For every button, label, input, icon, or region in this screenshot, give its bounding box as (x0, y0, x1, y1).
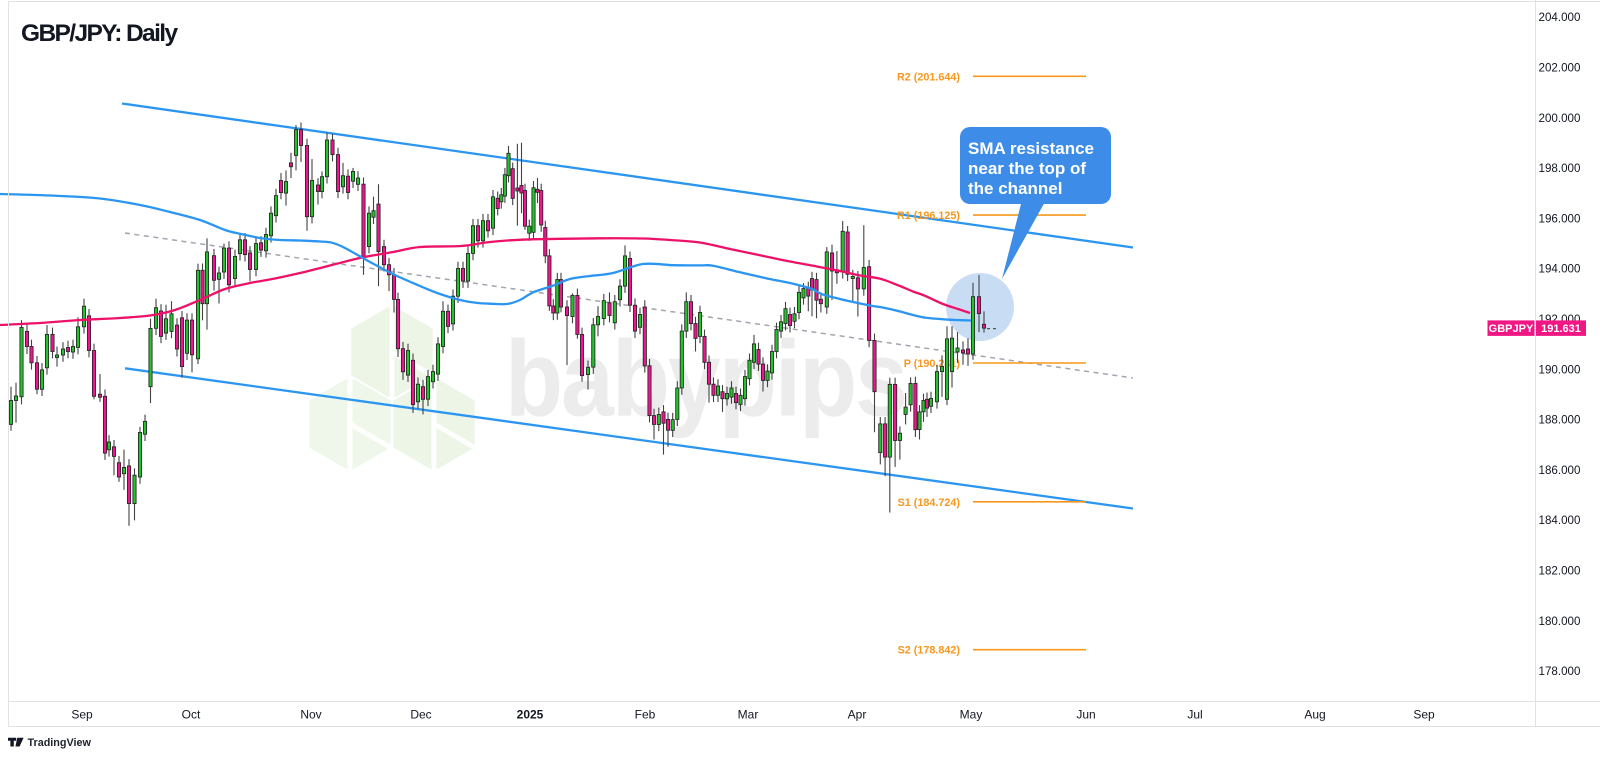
svg-text:202.000: 202.000 (1539, 62, 1581, 75)
svg-text:184.000: 184.000 (1539, 514, 1581, 527)
svg-text:R1 (196.125): R1 (196.125) (897, 210, 960, 222)
svg-text:Dec: Dec (410, 708, 431, 722)
svg-text:the channel: the channel (968, 179, 1062, 198)
svg-text:TradingView: TradingView (28, 737, 92, 749)
svg-text:GBP/JPY: Daily: GBP/JPY: Daily (21, 20, 178, 47)
svg-text:S1 (184.724): S1 (184.724) (898, 497, 961, 509)
svg-text:182.000: 182.000 (1539, 565, 1581, 578)
svg-text:191.631: 191.631 (1541, 323, 1581, 335)
svg-text:Aug: Aug (1304, 708, 1325, 722)
svg-text:196.000: 196.000 (1539, 212, 1581, 225)
svg-text:Sep: Sep (71, 708, 93, 722)
svg-text:Nov: Nov (300, 708, 321, 722)
svg-text:200.000: 200.000 (1539, 112, 1581, 125)
svg-text:188.000: 188.000 (1539, 414, 1581, 427)
svg-text:198.000: 198.000 (1539, 162, 1581, 175)
svg-text:Apr: Apr (848, 708, 867, 722)
svg-text:GBPJPY: GBPJPY (1489, 323, 1534, 335)
svg-text:Jun: Jun (1076, 708, 1095, 722)
svg-text:R2 (201.644): R2 (201.644) (897, 71, 960, 83)
svg-text:190.000: 190.000 (1539, 363, 1581, 376)
svg-text:Jul: Jul (1187, 708, 1202, 722)
svg-text:Sep: Sep (1413, 708, 1435, 722)
svg-text:178.000: 178.000 (1539, 665, 1581, 678)
svg-text:204.000: 204.000 (1539, 11, 1581, 24)
svg-text:194.000: 194.000 (1539, 263, 1581, 276)
svg-text:180.000: 180.000 (1539, 615, 1581, 628)
svg-text:S2 (178.842): S2 (178.842) (898, 645, 961, 657)
svg-text:Oct: Oct (182, 708, 201, 722)
svg-text:SMA resistance: SMA resistance (968, 139, 1094, 158)
svg-text:babypips: babypips (505, 318, 906, 439)
svg-text:near the top of: near the top of (968, 159, 1086, 178)
svg-text:May: May (960, 708, 983, 722)
svg-text:Feb: Feb (635, 708, 656, 722)
svg-text:186.000: 186.000 (1539, 464, 1581, 477)
svg-text:Mar: Mar (738, 708, 759, 722)
svg-text:2025: 2025 (517, 708, 544, 722)
